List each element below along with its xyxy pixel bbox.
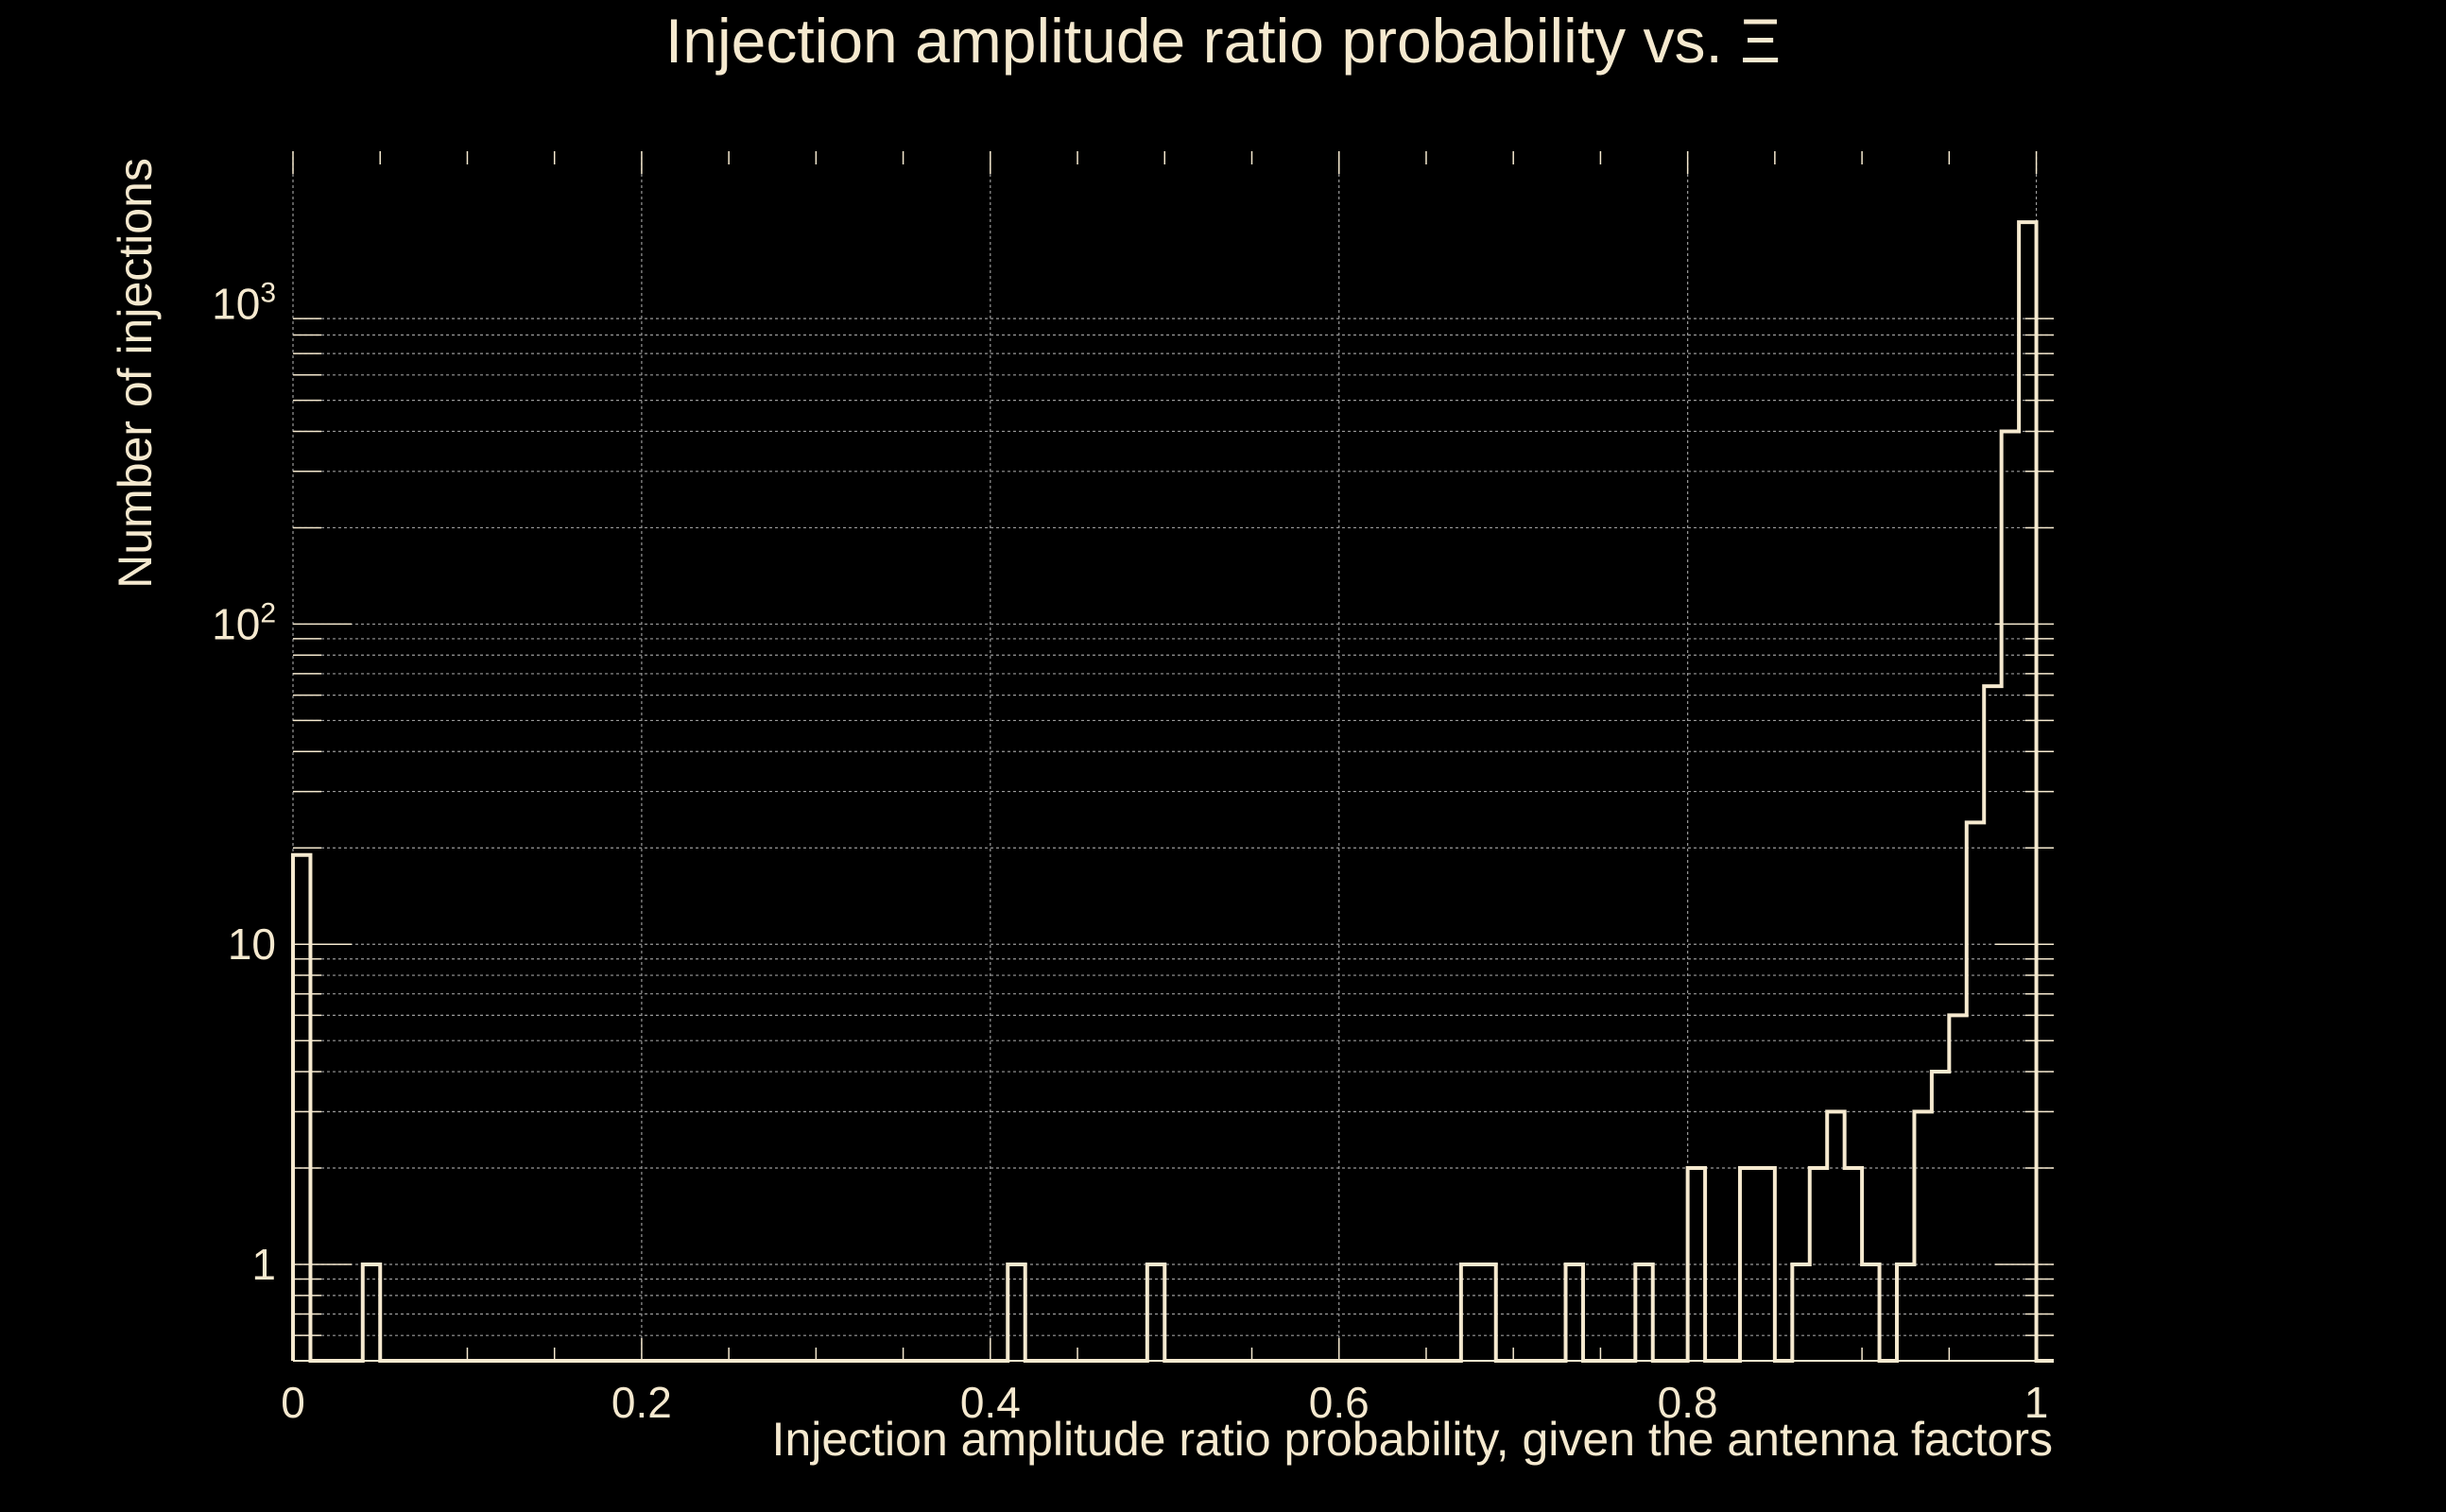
- x-tick-label: 0: [281, 1378, 305, 1427]
- y-tick-label: 102: [212, 597, 276, 648]
- x-tick-label: 0.4: [960, 1378, 1021, 1427]
- y-tick-base: 10: [228, 919, 276, 969]
- histogram-bins: [291, 220, 2054, 1363]
- y-tick-label: 103: [212, 278, 276, 329]
- x-axis-label: Injection amplitude ratio probability, g…: [772, 1413, 2053, 1466]
- y-tick-base: 10: [212, 280, 260, 329]
- y-tick-exponent: 2: [260, 597, 276, 628]
- grid-lines: [292, 151, 2054, 1362]
- x-tick-label: 0.6: [1309, 1378, 1369, 1427]
- chart-title: Injection amplitude ratio probability vs…: [665, 6, 1781, 76]
- y-axis-label: Number of injections: [109, 158, 162, 589]
- y-tick-label: 10: [228, 919, 276, 969]
- y-tick-exponent: 3: [260, 278, 276, 309]
- y-tick-label: 1: [251, 1240, 276, 1289]
- x-tick-label: 0.2: [612, 1378, 672, 1427]
- x-tick-label: 0.8: [1658, 1378, 1718, 1427]
- y-tick-base: 1: [251, 1240, 276, 1289]
- x-tick-label: 1: [2024, 1378, 2049, 1427]
- y-tick-base: 10: [212, 599, 260, 648]
